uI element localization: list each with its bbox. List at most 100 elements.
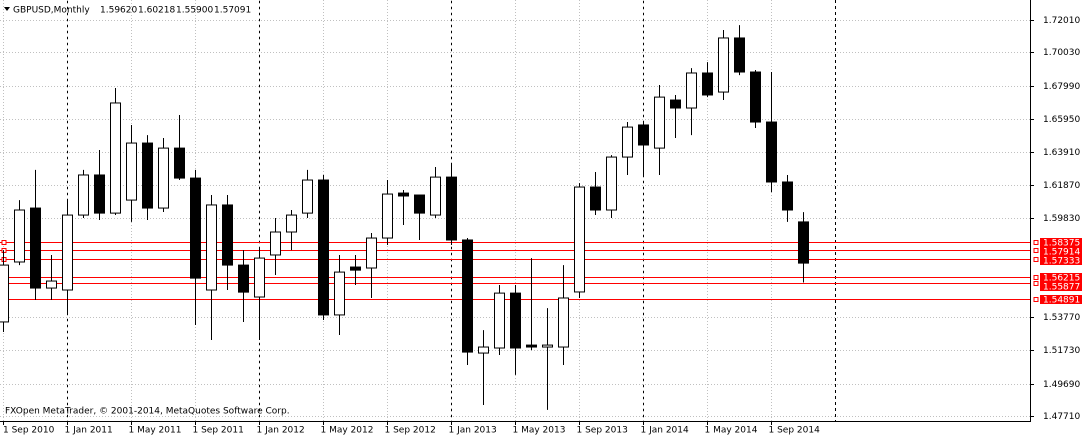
x-tick-label: 1 Jan 2012: [257, 426, 305, 436]
level-label-box: [1040, 247, 1082, 256]
candle-body: [526, 344, 537, 348]
candle-body: [606, 156, 617, 211]
level-label-box: [1040, 273, 1082, 282]
x-tick-label: 1 May 2011: [129, 426, 182, 436]
y-tick-label: 1.49690: [1043, 380, 1080, 390]
header-value: 1.55900: [176, 6, 213, 16]
candle-body: [238, 264, 249, 293]
candle-body: [174, 147, 185, 179]
menu-triangle[interactable]: [4, 7, 10, 11]
candle-body: [462, 239, 473, 353]
candles: [0, 25, 809, 410]
candle-body: [302, 179, 313, 214]
candle-body: [430, 176, 441, 216]
level-label: 1.56215: [1043, 274, 1080, 284]
y-tick-label: 1.51730: [1043, 346, 1080, 356]
y-tick-label: 1.61870: [1043, 181, 1080, 191]
y-tick-label: 1.72010: [1043, 16, 1080, 26]
candle-body: [382, 193, 393, 239]
candle-body: [30, 207, 41, 289]
x-tick-label: 1 May 2014: [705, 426, 758, 436]
candle-body: [142, 142, 153, 209]
candle-body: [638, 124, 649, 146]
level-label-box: [1040, 295, 1082, 304]
candle-body: [574, 186, 585, 293]
footer: FXOpen MetaTrader, © 2001-2014, MetaQuot…: [5, 407, 290, 417]
candle-body: [670, 99, 681, 109]
candle-body: [494, 292, 505, 349]
candle-body: [446, 176, 457, 241]
y-tick-label: 1.65950: [1043, 115, 1080, 125]
candle-body: [126, 142, 137, 201]
x-tick-label: 1 Sep 2014: [769, 426, 821, 436]
candle-body: [766, 121, 777, 183]
candle-body: [414, 194, 425, 214]
candle-body: [46, 280, 57, 289]
candle-body: [190, 177, 201, 279]
level-end: [1033, 257, 1039, 262]
level-end: [1033, 281, 1039, 286]
level-label: 1.54891: [1043, 296, 1080, 306]
candle-body: [702, 72, 713, 96]
candle-body: [398, 192, 409, 197]
candle-body: [350, 266, 361, 271]
x-tick-label: 1 Sep 2011: [193, 426, 244, 436]
chart-title: GBPUSD,Monthly: [13, 6, 90, 16]
level-label: 1.58375: [1043, 239, 1080, 249]
header-value: 1.59620: [100, 6, 137, 16]
candle-body: [206, 204, 217, 291]
x-tick-label: 1 Jan 2014: [641, 426, 689, 436]
header-values: 1.59620 1.60218 1.55900 1.57091: [100, 6, 251, 16]
candle-body: [110, 102, 121, 214]
y-tick-label: 1.59830: [1043, 214, 1080, 224]
level-end: [1033, 297, 1039, 302]
level-end: [1033, 248, 1039, 253]
x-tick-label: 1 Sep 2013: [577, 426, 628, 436]
candle-body: [334, 271, 345, 316]
level-label-box: [1040, 238, 1082, 247]
candle-body: [254, 257, 265, 298]
candle-body: [94, 174, 105, 214]
header-value: 1.60218: [138, 6, 175, 16]
candle-body: [366, 237, 377, 269]
y-tick-label: 1.47710: [1043, 412, 1080, 422]
candle-body: [510, 292, 521, 349]
level-label: 1.55877: [1043, 283, 1080, 293]
candle-body: [286, 214, 297, 233]
x-tick-label: 1 Jan 2011: [65, 426, 113, 436]
candle-body: [590, 186, 601, 211]
candle-body: [622, 126, 633, 158]
candle-body: [798, 221, 809, 264]
candle-body: [686, 72, 697, 109]
candle-body: [654, 96, 665, 149]
candle-body: [270, 231, 281, 256]
x-tick-label: 1 Sep 2012: [385, 426, 436, 436]
candle-body: [478, 346, 489, 354]
candle-body: [158, 147, 169, 209]
candle-body: [62, 214, 73, 291]
level-end: [1033, 240, 1039, 245]
level-label-box: [1040, 256, 1082, 265]
candle-body: [14, 209, 25, 263]
y-tick-label: 1.53770: [1043, 313, 1080, 323]
candle-body: [78, 174, 89, 216]
candle-body: [734, 37, 745, 73]
x-tick-label: 1 May 2012: [321, 426, 374, 436]
level-label: 1.57914: [1043, 248, 1080, 258]
candle-body: [718, 37, 729, 93]
candle-body: [750, 71, 761, 123]
level-label-box: [1040, 282, 1082, 291]
y-tick-label: 1.70030: [1043, 48, 1080, 58]
candle-body: [0, 264, 9, 323]
candle-body: [782, 181, 793, 211]
x-tick-label: 1 Sep 2010: [3, 426, 55, 436]
level-end: [1, 240, 7, 245]
candle-body: [558, 297, 569, 348]
candle-body: [542, 344, 553, 348]
candle-body: [318, 179, 329, 316]
x-tick-label: 1 May 2013: [513, 426, 566, 436]
axes: 1.72010 1.70030 1.67990 1.65950 1.63910 1.618…: [3, 16, 1080, 436]
candle-body: [222, 204, 233, 266]
